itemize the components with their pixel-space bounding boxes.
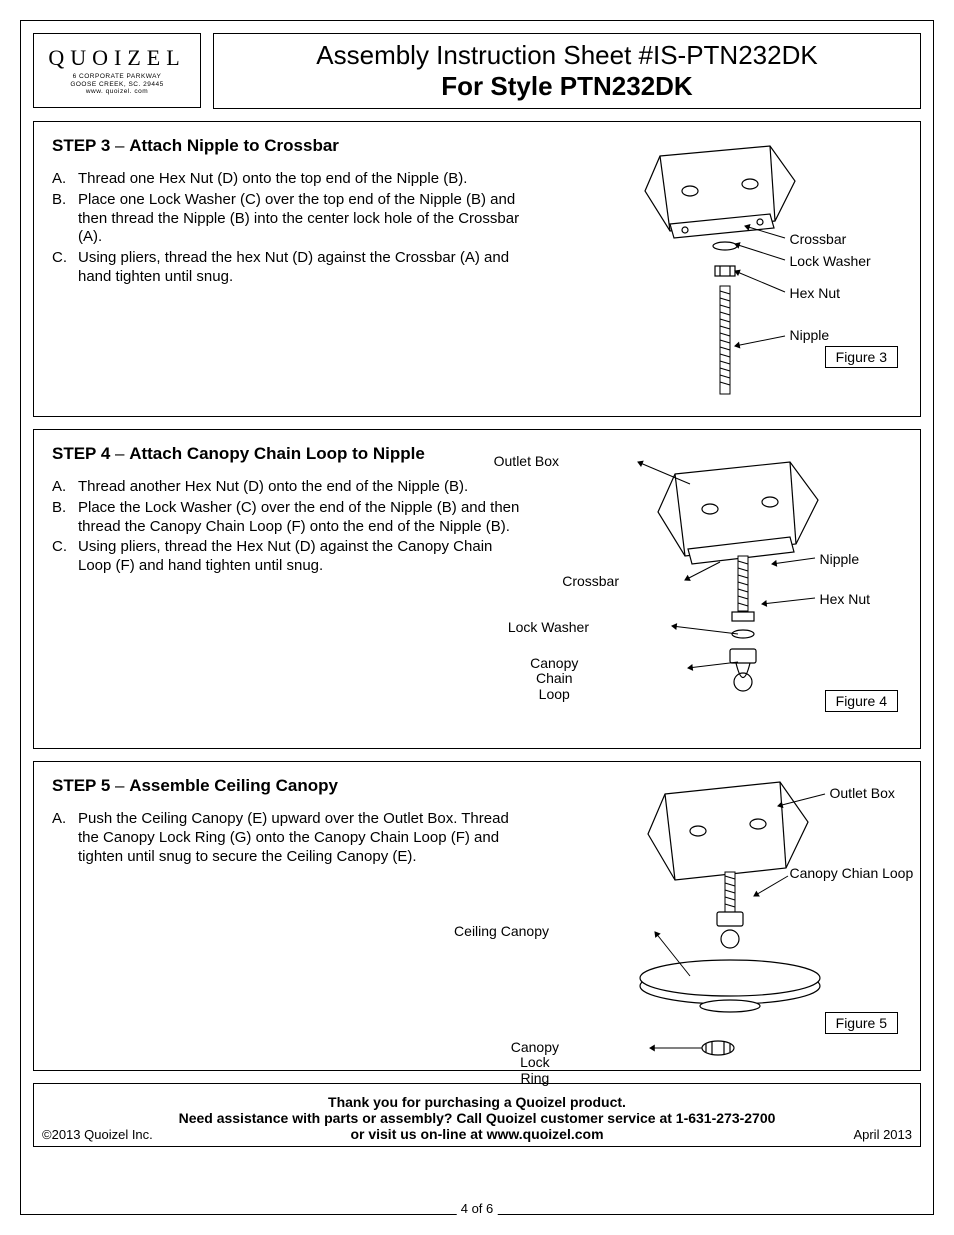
callout: Lock Washer bbox=[790, 254, 871, 269]
step5-box: STEP 5 – Assemble Ceiling Canopy A.Push … bbox=[33, 761, 921, 1071]
step3-prefix: STEP 3 bbox=[52, 136, 110, 155]
step3-item-b: B.Place one Lock Washer (C) over the top… bbox=[52, 191, 520, 247]
footer-thanks: Thank you for purchasing a Quoizel produ… bbox=[44, 1094, 910, 1110]
dash: – bbox=[115, 776, 129, 795]
step5-text: STEP 5 – Assemble Ceiling Canopy A.Push … bbox=[52, 776, 520, 1052]
footer-copyright: ©2013 Quoizel Inc. bbox=[42, 1127, 153, 1142]
callout: Crossbar bbox=[562, 574, 619, 589]
step4-item-a: A.Thread another Hex Nut (D) onto the en… bbox=[52, 478, 520, 497]
step4-text: STEP 4 – Attach Canopy Chain Loop to Nip… bbox=[52, 444, 520, 730]
callout: CanopyLock Ring bbox=[511, 1040, 559, 1086]
dash: – bbox=[115, 444, 129, 463]
page-number: 4 of 6 bbox=[457, 1201, 498, 1216]
step4-rest: Attach Canopy Chain Loop to Nipple bbox=[129, 444, 425, 463]
callout: Nipple bbox=[820, 552, 860, 567]
callout: Crossbar bbox=[790, 232, 847, 247]
callout: CanopyChain Loop bbox=[520, 656, 590, 702]
title-box: Assembly Instruction Sheet #IS-PTN232DK … bbox=[213, 33, 921, 109]
callout: Ceiling Canopy bbox=[454, 924, 549, 939]
title-line1: Assembly Instruction Sheet #IS-PTN232DK bbox=[224, 40, 910, 71]
brand-web: www. quoizel. com bbox=[86, 88, 148, 95]
figure5-label: Figure 5 bbox=[825, 1012, 898, 1034]
step3-diagram: Figure 3 Crossbar Lock Washer Hex Nut Nippl… bbox=[520, 136, 903, 398]
callout: Canopy Chian Loop bbox=[790, 866, 914, 881]
callout: Outlet Box bbox=[494, 454, 559, 469]
step3-box: STEP 3 – Attach Nipple to Crossbar A.Thr… bbox=[33, 121, 921, 417]
callout: Outlet Box bbox=[830, 786, 895, 801]
step5-title: STEP 5 – Assemble Ceiling Canopy bbox=[52, 776, 520, 796]
brand-addr1: 6 CORPORATE PARKWAY bbox=[73, 73, 162, 80]
step4-title: STEP 4 – Attach Canopy Chain Loop to Nip… bbox=[52, 444, 520, 464]
step3-list: A.Thread one Hex Nut (D) onto the top en… bbox=[52, 170, 520, 287]
step5-diagram: Figure 5 Ceiling CanopyCanopyLock RingOu… bbox=[520, 776, 903, 1052]
figure4-label: Figure 4 bbox=[825, 690, 898, 712]
footer-assist: Need assistance with parts or assembly? … bbox=[44, 1110, 910, 1126]
brand-name: QUOIZEL bbox=[42, 45, 192, 71]
page-border: QUOIZEL 6 CORPORATE PARKWAY GOOSE CREEK,… bbox=[20, 20, 934, 1215]
step3-rest: Attach Nipple to Crossbar bbox=[129, 136, 339, 155]
step3-title: STEP 3 – Attach Nipple to Crossbar bbox=[52, 136, 520, 156]
header-row: QUOIZEL 6 CORPORATE PARKWAY GOOSE CREEK,… bbox=[33, 33, 921, 109]
step3-text: STEP 3 – Attach Nipple to Crossbar A.Thr… bbox=[52, 136, 520, 398]
logo-box: QUOIZEL 6 CORPORATE PARKWAY GOOSE CREEK,… bbox=[33, 33, 201, 108]
callout: Hex Nut bbox=[820, 592, 871, 607]
step4-item-c: C.Using pliers, thread the Hex Nut (D) a… bbox=[52, 538, 520, 576]
figure3-label: Figure 3 bbox=[825, 346, 898, 368]
title-line2: For Style PTN232DK bbox=[224, 71, 910, 102]
footer-date: April 2013 bbox=[853, 1127, 912, 1142]
step4-list: A.Thread another Hex Nut (D) onto the en… bbox=[52, 478, 520, 576]
step5-prefix: STEP 5 bbox=[52, 776, 110, 795]
step5-item-a: A.Push the Ceiling Canopy (E) upward ove… bbox=[52, 810, 520, 866]
step5-list: A.Push the Ceiling Canopy (E) upward ove… bbox=[52, 810, 520, 866]
brand-address: 6 CORPORATE PARKWAY GOOSE CREEK, SC. 294… bbox=[42, 73, 192, 96]
callout: Nipple bbox=[790, 328, 830, 343]
dash: – bbox=[115, 136, 129, 155]
footer-box: Thank you for purchasing a Quoizel produ… bbox=[33, 1083, 921, 1147]
step4-box: STEP 4 – Attach Canopy Chain Loop to Nip… bbox=[33, 429, 921, 749]
step4-prefix: STEP 4 bbox=[52, 444, 110, 463]
step4-diagram: Figure 4 Outlet BoxCrossbarLock WasherCa… bbox=[520, 444, 903, 730]
step3-item-a: A.Thread one Hex Nut (D) onto the top en… bbox=[52, 170, 520, 189]
footer-visit: or visit us on-line at www.quoizel.com bbox=[44, 1126, 910, 1142]
step5-rest: Assemble Ceiling Canopy bbox=[129, 776, 338, 795]
callout: Lock Washer bbox=[508, 620, 589, 635]
step3-item-c: C.Using pliers, thread the hex Nut (D) a… bbox=[52, 249, 520, 287]
callout: Hex Nut bbox=[790, 286, 841, 301]
step4-item-b: B.Place the Lock Washer (C) over the end… bbox=[52, 499, 520, 537]
brand-addr2: GOOSE CREEK, SC. 29445 bbox=[70, 81, 163, 88]
